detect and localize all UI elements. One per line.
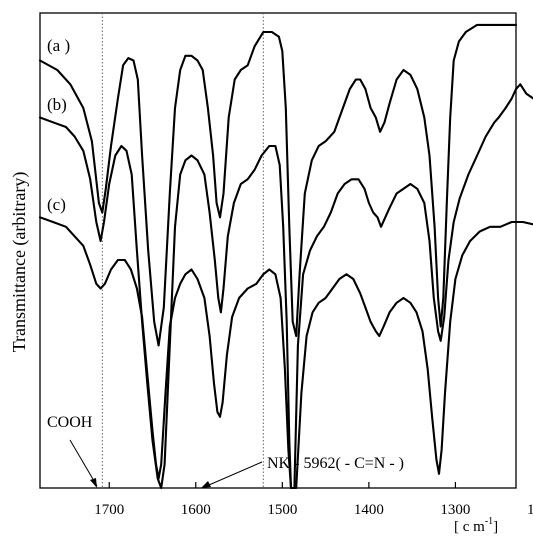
x-tick-label: 1200 — [527, 502, 533, 518]
x-unit-label: [ c m-1] — [454, 516, 498, 535]
spectrum-curve-c — [38, 216, 533, 490]
reference-lines — [101, 13, 264, 488]
x-unit-close: ] — [493, 519, 498, 535]
annotation-nk5962-arrow — [201, 461, 263, 489]
x-unit-base: [ c m — [454, 519, 485, 535]
plot-frame — [39, 12, 517, 489]
x-tick-label: 1300 — [440, 502, 470, 518]
annotation-cooh-arrow — [69, 439, 98, 487]
curve-label-c: (c) — [47, 195, 66, 214]
y-axis-label: Transmittance (arbitrary) — [9, 172, 30, 353]
series-layer — [38, 23, 533, 490]
curve-label-b: (b) — [47, 95, 67, 114]
annotation-cooh-arrowhead — [90, 478, 97, 488]
spectrum-curve-a — [38, 23, 518, 347]
annotation-nk5962-arrowhead — [201, 481, 211, 488]
curve-label-a: (a ) — [47, 36, 70, 55]
x-axis-ticks: 1700 1600 1500 1400 1300 1200 — [94, 482, 533, 518]
x-unit-exponent: -1 — [485, 516, 493, 527]
annotation-nk5962: NK - 5962( - C=N - ) — [267, 455, 404, 472]
x-tick-label: 1400 — [354, 502, 384, 518]
x-tick-label: 1500 — [267, 502, 297, 518]
x-tick-label: 1700 — [94, 502, 124, 518]
x-tick-label: 1600 — [181, 502, 211, 518]
annotation-cooh: COOH — [47, 414, 93, 431]
